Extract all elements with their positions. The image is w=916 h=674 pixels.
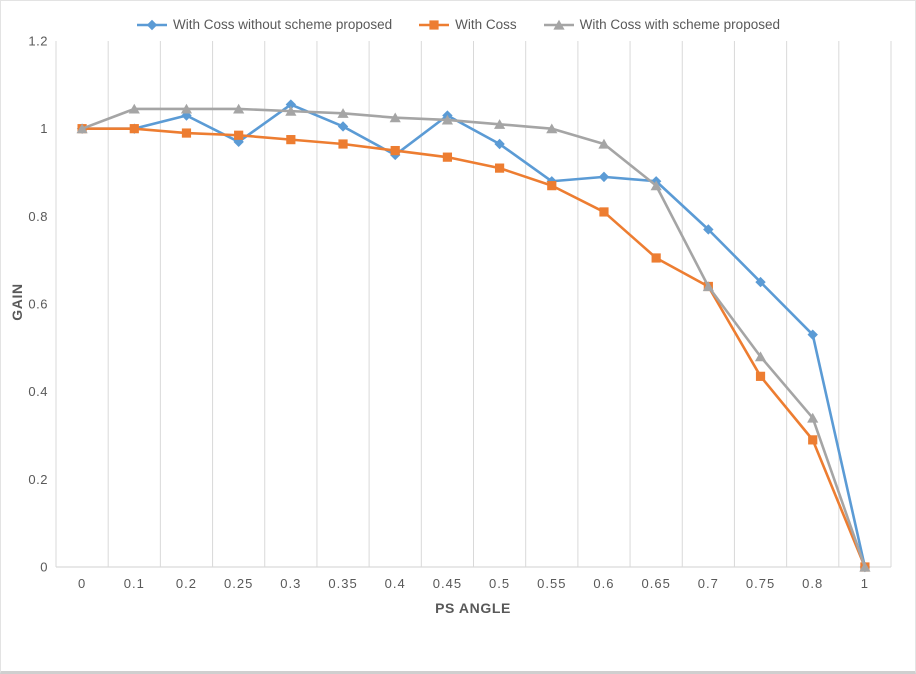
svg-text:0.55: 0.55 xyxy=(537,576,566,591)
svg-text:0.3: 0.3 xyxy=(280,576,301,591)
x-axis-tick-labels: 0 0.1 0.2 0.25 0.3 0.35 0.4 0.45 0.5 0.55 0.6 0.65 0… xyxy=(78,576,869,591)
svg-text:0.2: 0.2 xyxy=(176,576,197,591)
legend-item-with-coss: With Coss xyxy=(418,17,517,32)
svg-text:0.2: 0.2 xyxy=(28,472,48,487)
svg-text:0: 0 xyxy=(78,576,86,591)
y-axis-tick-labels: 0 0.2 0.4 0.6 0.8 1 1.2 xyxy=(28,34,48,575)
svg-text:0.4: 0.4 xyxy=(385,576,406,591)
svg-text:1: 1 xyxy=(861,576,869,591)
svg-text:0.8: 0.8 xyxy=(28,209,48,224)
svg-text:0.6: 0.6 xyxy=(593,576,614,591)
svg-text:1.2: 1.2 xyxy=(28,34,48,49)
svg-text:0.65: 0.65 xyxy=(642,576,671,591)
legend-triangle-marker-icon xyxy=(543,19,574,30)
series-triangle xyxy=(76,103,871,572)
vertical-gridlines xyxy=(55,41,892,567)
svg-text:0.5: 0.5 xyxy=(489,576,510,591)
legend-label: With Coss with scheme proposed xyxy=(579,17,780,32)
svg-text:0.25: 0.25 xyxy=(224,576,253,591)
svg-text:0.45: 0.45 xyxy=(433,576,462,591)
svg-text:0: 0 xyxy=(40,560,48,575)
svg-text:0.4: 0.4 xyxy=(28,384,48,399)
svg-text:0.75: 0.75 xyxy=(746,576,775,591)
chart-legend: With Coss without scheme proposed With C… xyxy=(1,17,915,32)
svg-text:1: 1 xyxy=(40,121,48,136)
legend-diamond-marker-icon xyxy=(137,19,168,30)
svg-text:0.8: 0.8 xyxy=(802,576,823,591)
legend-item-without-scheme: With Coss without scheme proposed xyxy=(136,17,392,32)
svg-text:0.35: 0.35 xyxy=(328,576,357,591)
svg-text:0.1: 0.1 xyxy=(124,576,145,591)
legend-label: With Coss xyxy=(455,17,517,32)
y-axis-title: GAIN xyxy=(9,283,25,321)
x-axis-title: PS ANGLE xyxy=(435,600,511,616)
legend-square-marker-icon xyxy=(419,19,450,30)
svg-text:0.6: 0.6 xyxy=(28,297,48,312)
legend-item-with-scheme: With Coss with scheme proposed xyxy=(543,17,780,32)
svg-text:0.7: 0.7 xyxy=(698,576,719,591)
legend-label: With Coss without scheme proposed xyxy=(173,17,393,32)
